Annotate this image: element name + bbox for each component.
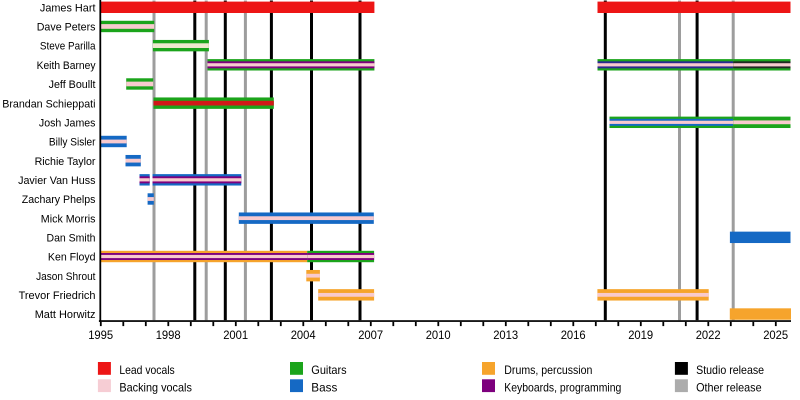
- svg-text:Keyboards, programming: Keyboards, programming: [504, 381, 621, 395]
- svg-text:Bass: Bass: [311, 381, 337, 395]
- svg-text:2022: 2022: [696, 328, 721, 342]
- svg-text:Brandan Schieppati: Brandan Schieppati: [2, 98, 95, 110]
- svg-text:Josh James: Josh James: [39, 117, 96, 129]
- svg-text:Steve Parilla: Steve Parilla: [40, 41, 96, 53]
- svg-text:Zachary Phelps: Zachary Phelps: [22, 194, 96, 206]
- svg-text:Other release: Other release: [696, 381, 762, 395]
- svg-text:Drums, percussion: Drums, percussion: [504, 363, 592, 377]
- svg-text:James Hart: James Hart: [40, 2, 96, 14]
- svg-text:2016: 2016: [561, 328, 586, 342]
- svg-text:2004: 2004: [291, 328, 316, 342]
- svg-text:Matt Horwitz: Matt Horwitz: [35, 309, 96, 321]
- svg-text:Lead vocals: Lead vocals: [119, 363, 174, 377]
- svg-text:Guitars: Guitars: [311, 363, 346, 377]
- svg-text:Mick Morris: Mick Morris: [41, 213, 96, 225]
- svg-text:Javier Van Huss: Javier Van Huss: [18, 175, 96, 187]
- svg-text:2019: 2019: [628, 328, 653, 342]
- svg-text:Dan Smith: Dan Smith: [47, 232, 96, 244]
- svg-text:2013: 2013: [493, 328, 518, 342]
- svg-text:Billy Sisler: Billy Sisler: [49, 137, 96, 149]
- svg-text:Trevor Friedrich: Trevor Friedrich: [19, 290, 96, 302]
- svg-text:Jeff Boullt: Jeff Boullt: [49, 79, 96, 91]
- svg-text:Keith Barney: Keith Barney: [37, 60, 96, 72]
- svg-text:Ken Floyd: Ken Floyd: [48, 252, 96, 264]
- svg-text:2010: 2010: [426, 328, 451, 342]
- svg-text:1995: 1995: [88, 328, 113, 342]
- svg-text:Backing vocals: Backing vocals: [119, 381, 191, 395]
- svg-text:Jason Shrout: Jason Shrout: [36, 271, 95, 283]
- svg-text:2001: 2001: [223, 328, 248, 342]
- svg-text:Richie Taylor: Richie Taylor: [35, 156, 96, 168]
- svg-text:2025: 2025: [763, 328, 788, 342]
- svg-text:2007: 2007: [358, 328, 383, 342]
- svg-text:Studio release: Studio release: [696, 363, 764, 377]
- svg-text:Dave Peters: Dave Peters: [37, 22, 96, 34]
- svg-text:1998: 1998: [156, 328, 181, 342]
